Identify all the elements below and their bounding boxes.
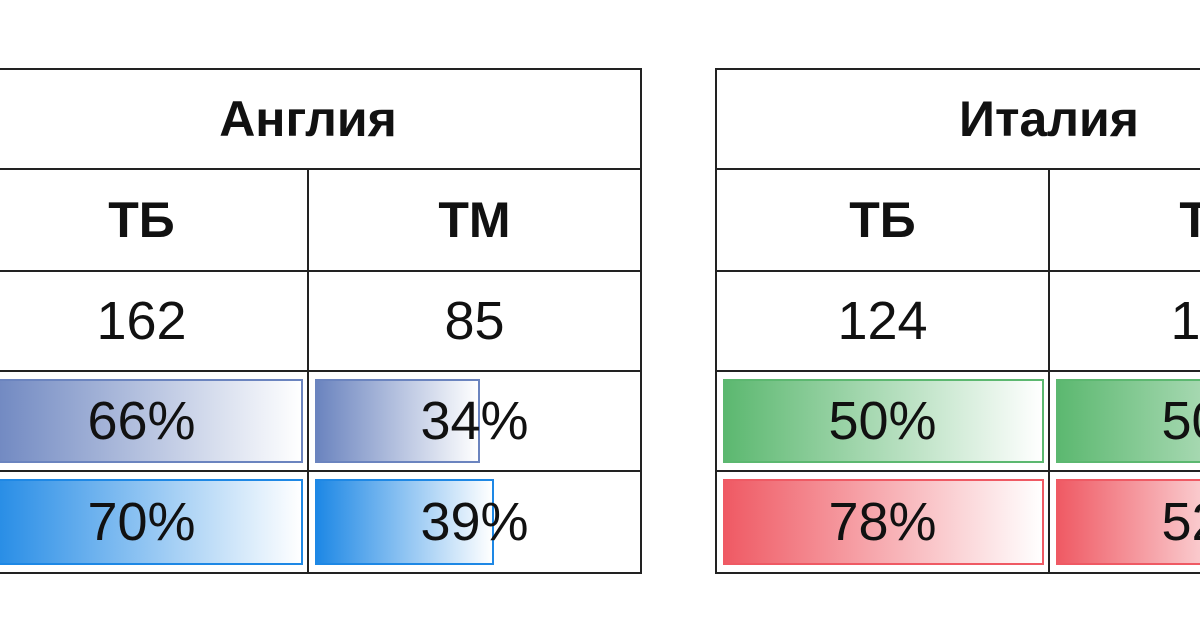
data-bar (0, 379, 303, 463)
percent-label: 52% (1161, 492, 1200, 552)
percent-cell: 34% (307, 370, 642, 472)
percent-cell: 39% (307, 470, 642, 574)
data-bar (723, 379, 1044, 463)
count-cell: 162 (0, 270, 309, 372)
data-bar (0, 479, 303, 565)
percent-label: 50% (1161, 391, 1200, 451)
column-header: ТМ (307, 168, 642, 272)
table-title: Англия (0, 68, 642, 170)
percent-cell: 66% (0, 370, 309, 472)
percent-cell: 70% (0, 470, 309, 574)
count-cell: 85 (307, 270, 642, 372)
percent-cell: 50% (1048, 370, 1200, 472)
percent-label: 66% (87, 391, 196, 451)
data-bar (315, 379, 481, 463)
count-cell: 124 (715, 270, 1050, 372)
percent-cell: 78% (715, 470, 1050, 574)
column-header: ТБ (0, 168, 309, 272)
data-bar (723, 479, 1044, 565)
table-title: Италия (715, 68, 1200, 170)
percent-cell: 50% (715, 370, 1050, 472)
column-header: ТМ (1048, 168, 1200, 272)
data-bar (315, 479, 494, 565)
percent-label: 39% (420, 492, 529, 552)
column-header: ТБ (715, 168, 1050, 272)
percent-cell: 52% (1048, 470, 1200, 574)
percent-label: 78% (828, 492, 937, 552)
data-bar (1056, 379, 1200, 463)
percent-label: 34% (420, 391, 529, 451)
data-bar (1056, 479, 1200, 565)
percent-label: 70% (87, 492, 196, 552)
count-cell: 124 (1048, 270, 1200, 372)
percent-label: 50% (828, 391, 937, 451)
